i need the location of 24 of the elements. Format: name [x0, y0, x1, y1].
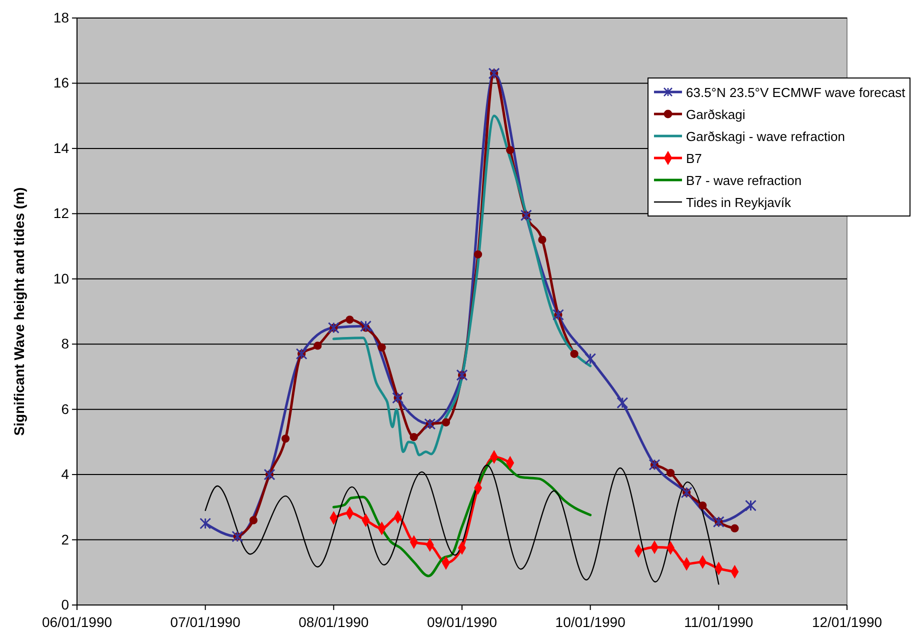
y-tick-label: 16 [53, 74, 70, 91]
x-tick-label: 12/01/1990 [812, 614, 882, 630]
x-tick-label: 07/01/1990 [170, 614, 241, 630]
legend-label: B7 [686, 151, 702, 166]
legend-label: Garðskagi [686, 107, 746, 122]
y-tick-label: 12 [53, 205, 70, 222]
y-tick-label: 6 [61, 400, 70, 417]
y-tick-label: 18 [53, 9, 70, 26]
y-tick-label: 4 [61, 466, 70, 482]
y-tick-label: 8 [61, 336, 70, 352]
legend-label: B7 - wave refraction [686, 173, 802, 188]
legend-label: Tides in Reykjavík [686, 195, 792, 210]
legend-label: Garðskagi - wave refraction [686, 129, 845, 144]
x-tick-label: 11/01/1990 [684, 614, 754, 630]
x-tick-label: 08/01/1990 [298, 614, 369, 630]
y-tick-label: 0 [61, 596, 70, 612]
legend-label: 63.5°N 23.5°V ECMWF wave forecast [686, 85, 906, 100]
x-tick-label: 10/01/1990 [555, 614, 626, 630]
x-tick-label: 09/01/1990 [426, 614, 498, 630]
y-axis-title: Significant Wave height and tides (m) [11, 187, 27, 436]
y-tick-label: 10 [53, 270, 70, 286]
x-tick-label: 06/01/1990 [42, 614, 112, 630]
y-tick-label: 14 [53, 140, 70, 156]
y-tick-label: 2 [61, 531, 70, 548]
